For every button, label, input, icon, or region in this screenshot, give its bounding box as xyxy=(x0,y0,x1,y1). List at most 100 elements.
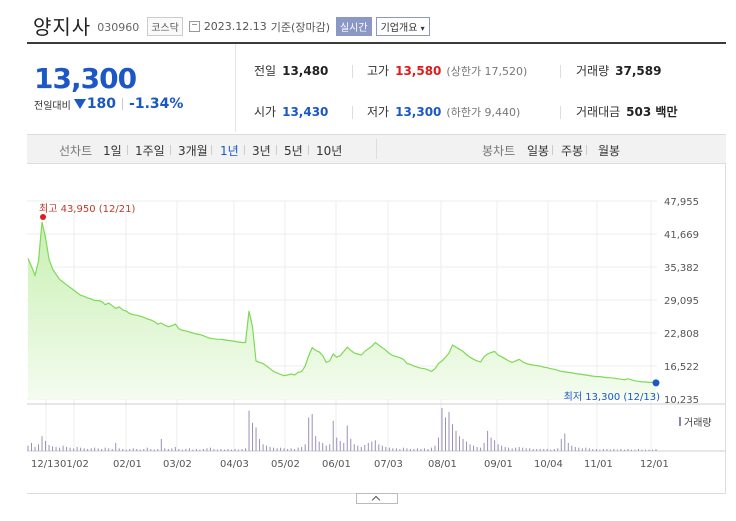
volume-bar xyxy=(497,444,499,451)
volume-bar xyxy=(616,449,618,451)
stat-high: 고가 13,580 (상한가 17,520) xyxy=(367,62,527,79)
stat-prev-close: 전일 13,480 xyxy=(254,62,328,79)
price-summary: 13,300 전일대비 180 -1.34% xyxy=(27,44,235,132)
volume-bar xyxy=(557,448,559,451)
volume-bar xyxy=(430,447,432,451)
volume-bar xyxy=(448,412,450,451)
chart-border xyxy=(725,164,726,493)
volume-bar xyxy=(80,447,82,451)
volume-bar xyxy=(529,448,531,451)
volume-bar xyxy=(620,448,622,451)
volume-bar xyxy=(571,445,573,451)
volume-bar xyxy=(185,448,187,451)
y-tick-label: 35,382 xyxy=(664,263,699,274)
tab-daily[interactable]: 일봉 xyxy=(527,144,550,158)
volume-bar xyxy=(234,448,236,451)
volume-bar xyxy=(466,441,468,451)
tab-separator xyxy=(170,145,171,155)
volume-bar xyxy=(406,448,408,451)
volume-bar xyxy=(164,448,166,451)
volume-bar xyxy=(487,430,489,451)
volume-bar xyxy=(238,449,240,451)
volume-bar xyxy=(213,448,215,451)
tab-10y[interactable]: 10년 xyxy=(316,144,343,158)
realtime-button[interactable]: 실시간 xyxy=(335,16,372,36)
tab-3y[interactable]: 3년 xyxy=(252,144,271,158)
as-of-date: 2023.12.13 xyxy=(203,20,267,33)
volume-bar xyxy=(34,446,36,451)
volume-bar xyxy=(315,436,317,451)
volume-bar xyxy=(248,410,250,451)
volume-bar xyxy=(325,445,327,451)
volume-bar xyxy=(266,445,268,451)
stat-label: 거래대금 xyxy=(576,105,621,119)
upper-limit: (상한가 17,520) xyxy=(446,64,528,78)
volume-bar xyxy=(252,422,254,451)
tab-weekly[interactable]: 주봉 xyxy=(561,144,584,158)
volume-bar xyxy=(294,448,296,451)
volume-bar xyxy=(318,441,320,451)
volume-bar xyxy=(108,448,110,451)
volume-bar xyxy=(578,447,580,451)
volume-bar xyxy=(59,447,61,451)
volume-bar xyxy=(374,440,376,451)
volume-bar xyxy=(641,449,643,451)
volume-bar xyxy=(592,448,594,451)
volume-bar xyxy=(388,447,390,451)
tab-5y[interactable]: 5년 xyxy=(284,144,303,158)
max-point-marker xyxy=(40,214,46,220)
volume-bar xyxy=(494,440,496,451)
volume-bar xyxy=(171,448,173,451)
stat-label: 거래량 xyxy=(576,64,610,78)
volume-bar xyxy=(132,448,134,451)
volume-legend-swatch xyxy=(679,417,681,426)
volume-bar xyxy=(308,417,310,451)
tab-1y[interactable]: 1년 xyxy=(220,144,239,158)
volume-bar xyxy=(146,447,148,451)
tab-monthly[interactable]: 월봉 xyxy=(598,144,621,158)
volume-bar xyxy=(153,449,155,451)
stat-amount: 거래대금 503 백만 xyxy=(576,103,677,120)
volume-bar xyxy=(602,448,604,451)
tab-1d[interactable]: 1일 xyxy=(103,144,122,158)
volume-bar xyxy=(27,445,29,451)
volume-bar xyxy=(115,442,117,451)
volume-bar xyxy=(567,442,569,451)
volume-bar xyxy=(178,448,180,451)
price-change: 전일대비 180 -1.34% xyxy=(34,96,183,112)
volume-bar xyxy=(31,442,33,451)
volume-bar xyxy=(143,448,145,451)
volume-bar xyxy=(181,449,183,451)
volume-bar xyxy=(553,448,555,451)
volume-bar xyxy=(69,447,71,451)
chart-tabbar: 선차트 1일 1주일 3개월 1년 3년 5년 10년 봉차트 일봉 주봉 월봉 xyxy=(27,134,726,164)
volume-bar xyxy=(630,449,632,451)
x-tick-label: 11/01 xyxy=(584,459,613,470)
volume-bar xyxy=(437,437,439,451)
volume-bar xyxy=(462,438,464,451)
price-chart[interactable]: 47,955 41,669 35,382 29,095 22,808 16,522 10,2… xyxy=(27,164,726,494)
y-tick-label: 22,808 xyxy=(664,329,699,340)
volume-bar xyxy=(336,437,338,451)
volume-bar xyxy=(539,448,541,451)
volume-bar xyxy=(199,449,201,451)
volume-bar xyxy=(585,447,587,451)
y-tick-label: 10,235 xyxy=(664,395,699,406)
company-info-dropdown[interactable]: 기업개요 ▾ xyxy=(375,16,430,36)
volume-bar xyxy=(125,449,127,451)
volume-bar xyxy=(287,448,289,451)
volume-bar xyxy=(637,448,639,451)
tab-3m[interactable]: 3개월 xyxy=(178,144,208,158)
volume-bar xyxy=(83,448,85,451)
volume-bar xyxy=(371,441,373,451)
volume-bar xyxy=(532,448,534,451)
volume-bar xyxy=(385,446,387,451)
volume-bar xyxy=(227,448,229,451)
volume-bar xyxy=(564,433,566,451)
tab-1w[interactable]: 1주일 xyxy=(135,144,165,158)
collapse-chart-button[interactable] xyxy=(356,493,398,504)
volume-bar xyxy=(525,448,527,451)
as-of-basis: 기준(장마감) xyxy=(270,20,330,34)
volume-bar xyxy=(94,447,96,451)
stat-low: 저가 13,300 (하한가 9,440) xyxy=(367,103,520,120)
